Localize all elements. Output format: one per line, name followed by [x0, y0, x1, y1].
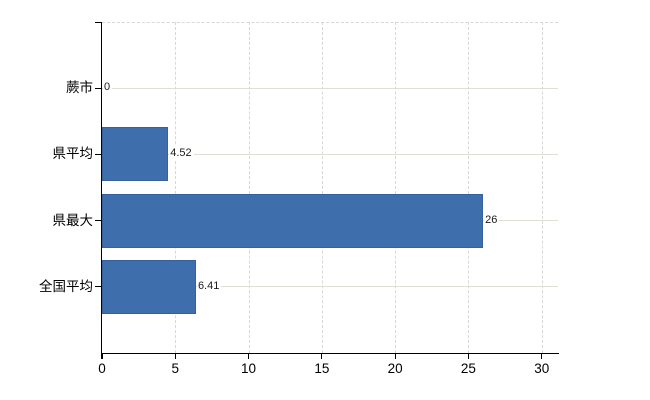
x-axis-tick — [101, 354, 103, 360]
horizontal-gridline — [102, 286, 558, 288]
category-label: 蕨市 — [66, 80, 93, 96]
x-axis-tick — [247, 354, 250, 360]
x-tick-label: 5 — [171, 361, 180, 376]
vertical-gridline — [321, 22, 323, 353]
x-axis-tick — [541, 354, 543, 360]
category-label: 県最大 — [52, 212, 94, 228]
plot-top-border — [102, 22, 558, 23]
x-axis-tick — [394, 354, 396, 360]
x-tick-label: 20 — [387, 361, 403, 376]
x-tick-label: 10 — [241, 361, 257, 376]
y-axis-line — [100, 22, 102, 354]
y-axis-tick — [95, 286, 101, 288]
vertical-gridline — [248, 22, 250, 353]
horizontal-gridline — [102, 87, 558, 89]
x-axis-line — [100, 353, 559, 355]
x-axis-tick — [321, 354, 323, 360]
x-tick-label: 0 — [98, 361, 106, 376]
vertical-gridline — [468, 22, 470, 353]
vertical-gridline — [395, 22, 397, 353]
x-axis-tick — [174, 354, 176, 360]
bar — [102, 127, 169, 182]
bar — [102, 193, 484, 248]
bar-value-label: 4.52 — [169, 146, 194, 162]
bar-value-label: 26 — [484, 212, 500, 228]
x-axis-tick — [467, 354, 469, 360]
y-axis-top-tick — [95, 21, 101, 23]
bar — [102, 259, 196, 314]
y-axis-tick — [95, 153, 101, 155]
x-tick-label: 25 — [460, 361, 476, 376]
horizontal-gridline — [102, 153, 558, 155]
vertical-gridline — [541, 22, 543, 353]
category-label: 県平均 — [52, 146, 94, 162]
y-axis-tick — [95, 220, 101, 222]
y-axis-tick — [95, 87, 101, 89]
x-tick-label: 15 — [314, 361, 330, 376]
bar-value-label: 0 — [103, 80, 113, 96]
x-tick-label: 30 — [534, 361, 550, 376]
category-label: 全国平均 — [39, 278, 93, 294]
vertical-gridline — [175, 22, 177, 353]
bar-value-label: 6.41 — [196, 278, 222, 294]
